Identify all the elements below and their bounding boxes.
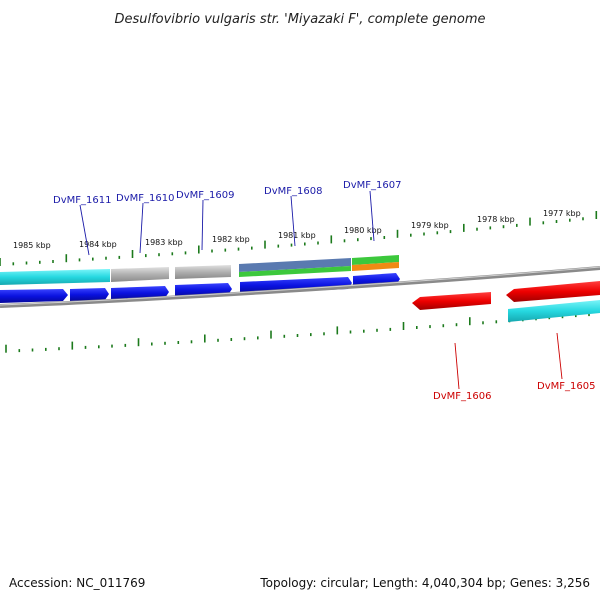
leader-line	[556, 332, 563, 380]
scale-label: 1980 kbp	[344, 226, 382, 235]
leader-line	[79, 204, 90, 256]
cds-arrow-forward[interactable]	[70, 288, 109, 301]
gene-label-dvmf-1609[interactable]: DvMF_1609	[176, 190, 234, 201]
accession-text: Accession: NC_011769	[9, 576, 145, 590]
gene-track	[0, 255, 399, 285]
backbone-inner-highlight	[0, 266, 600, 306]
scale-labels: 1985 kbp 1984 kbp 1983 kbp 1982 kbp 1981…	[13, 209, 581, 250]
cds-reverse-track	[412, 281, 600, 322]
gene-feature-cyan-reverse[interactable]	[508, 300, 600, 322]
gene-feature-orange[interactable]	[352, 262, 399, 271]
gene-label-dvmf-1606[interactable]: DvMF_1606	[433, 391, 491, 402]
gene-feature-green[interactable]	[239, 266, 351, 277]
cds-arrow-reverse[interactable]	[506, 281, 600, 302]
leader-line	[454, 342, 460, 390]
scale-label: 1979 kbp	[411, 221, 449, 230]
gene-feature-grey[interactable]	[111, 267, 169, 282]
scale-label: 1984 kbp	[79, 240, 117, 249]
gene-feature-steel[interactable]	[239, 258, 351, 272]
gene-label-dvmf-1610[interactable]: DvMF_1610	[116, 193, 174, 204]
gene-label-dvmf-1605[interactable]: DvMF_1605	[537, 381, 595, 392]
scale-label: 1977 kbp	[543, 209, 581, 218]
map-title: Desulfovibrio vulgaris str. 'Miyazaki F'…	[114, 12, 485, 27]
gene-labels-forward: DvMF_1611 DvMF_1610 DvMF_1609 DvMF_1608 …	[53, 180, 401, 256]
gene-labels-reverse: DvMF_1606 DvMF_1605	[433, 332, 595, 402]
outer-scale-ticks	[0, 211, 598, 266]
inner-scale-ticks	[5, 312, 590, 353]
gene-label-dvmf-1607[interactable]: DvMF_1607	[343, 180, 401, 191]
backbone-inner	[0, 266, 600, 308]
scale-label: 1978 kbp	[477, 215, 515, 224]
leader-line	[369, 190, 375, 242]
leader-line	[201, 199, 204, 251]
genome-summary-text: Topology: circular; Length: 4,040,304 bp…	[259, 576, 590, 590]
gene-feature-grey[interactable]	[175, 265, 231, 279]
scale-label: 1982 kbp	[212, 235, 250, 244]
gene-label-dvmf-1608[interactable]: DvMF_1608	[264, 186, 322, 197]
cds-arrow-reverse[interactable]	[412, 292, 491, 310]
gene-label-dvmf-1611[interactable]: DvMF_1611	[53, 195, 111, 206]
leader-line	[290, 195, 296, 247]
cds-arrow-forward[interactable]	[0, 289, 68, 303]
scale-label: 1985 kbp	[13, 241, 51, 250]
scale-label: 1981 kbp	[278, 231, 316, 240]
scale-label: 1983 kbp	[145, 238, 183, 247]
leader-line	[139, 202, 144, 254]
cds-arrow-forward[interactable]	[111, 286, 169, 300]
gene-feature-cyan[interactable]	[0, 269, 110, 285]
gene-feature-green[interactable]	[352, 255, 399, 265]
